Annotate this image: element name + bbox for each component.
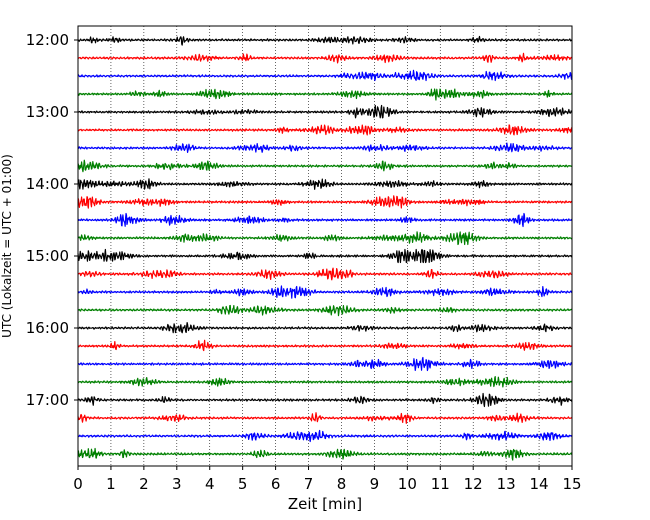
x-tick-label: 3 xyxy=(172,475,182,493)
x-tick-label: 2 xyxy=(139,475,149,493)
x-tick-label: 10 xyxy=(398,475,417,493)
trace-line xyxy=(77,88,573,101)
y-tick-label: 14:00 xyxy=(26,175,69,193)
trace-line xyxy=(77,35,573,46)
grid-lines xyxy=(110,26,540,466)
trace-line xyxy=(77,104,573,119)
y-tick-label: 17:00 xyxy=(26,391,69,409)
x-tick-label: 9 xyxy=(370,475,380,493)
x-tick-label: 15 xyxy=(562,475,581,493)
y-tick-label: 13:00 xyxy=(26,103,69,121)
trace-line xyxy=(77,212,573,228)
trace-line xyxy=(77,248,573,264)
trace-line xyxy=(77,285,573,299)
y-tick-label: 12:00 xyxy=(26,31,69,49)
trace-line xyxy=(77,195,573,209)
x-tick-label: 4 xyxy=(205,475,215,493)
trace-line xyxy=(77,322,573,334)
x-tick-label: 7 xyxy=(304,475,314,493)
trace-line xyxy=(77,429,573,443)
trace-line xyxy=(77,447,573,461)
x-tick-label: 11 xyxy=(431,475,450,493)
trace-line xyxy=(77,124,573,136)
x-tick-label: 1 xyxy=(106,475,116,493)
x-tick-label: 6 xyxy=(271,475,281,493)
trace-line xyxy=(77,69,573,82)
trace-line xyxy=(77,376,573,388)
seismic-traces xyxy=(77,35,573,461)
trace-line xyxy=(77,142,573,154)
trace-line xyxy=(77,304,573,317)
x-tick-label: 8 xyxy=(337,475,347,493)
plot-frame xyxy=(77,25,573,467)
y-axis-ticks: 12:00 13:00 14:00 15:00 16:00 17:00 xyxy=(26,31,78,409)
x-axis-title: Zeit [min] xyxy=(288,495,362,513)
x-tick-label: 0 xyxy=(73,475,83,493)
trace-line xyxy=(77,267,573,281)
trace-line xyxy=(77,392,573,408)
x-tick-label: 12 xyxy=(464,475,483,493)
y-axis-title: UTC (Lokalzeit = UTC + 01:00) xyxy=(0,154,14,338)
x-axis-ticks: 0 1 2 3 4 5 6 7 8 9 10 11 12 13 14 15 xyxy=(73,466,582,493)
trace-line xyxy=(77,52,573,64)
y-tick-label: 16:00 xyxy=(26,319,69,337)
y-tick-label: 15:00 xyxy=(26,247,69,265)
x-tick-label: 13 xyxy=(497,475,516,493)
x-tick-label: 14 xyxy=(530,475,549,493)
trace-line xyxy=(77,339,573,352)
trace-line xyxy=(77,356,573,372)
trace-line xyxy=(77,159,573,173)
trace-line xyxy=(77,231,573,246)
x-tick-label: 5 xyxy=(238,475,248,493)
trace-line xyxy=(77,178,573,190)
trace-line xyxy=(77,412,573,424)
